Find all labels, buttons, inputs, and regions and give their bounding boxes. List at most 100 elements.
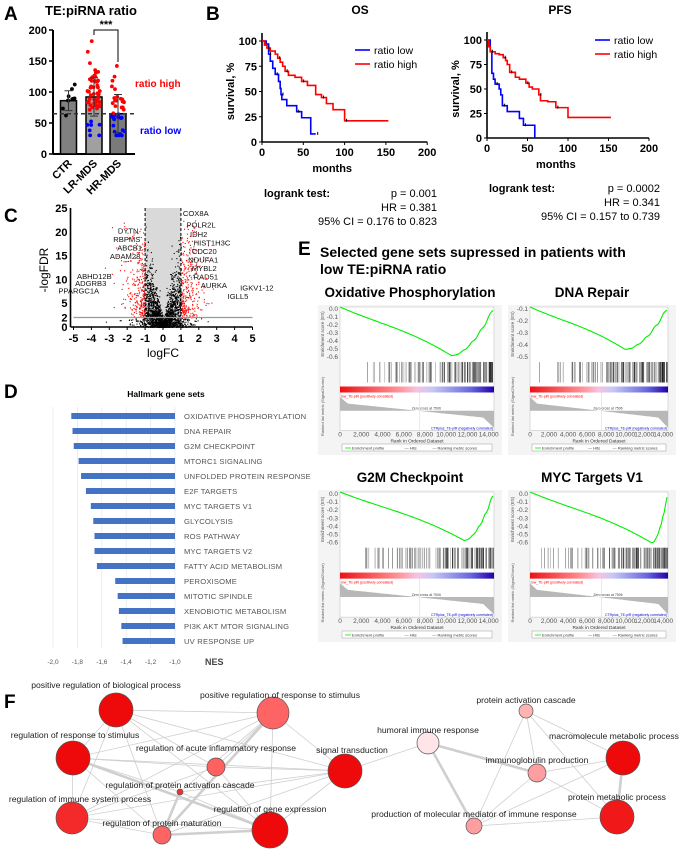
gene-point <box>175 307 178 309</box>
gsea-title: Oxidative Phosphorylation <box>324 285 495 300</box>
panel-label-c: C <box>4 206 18 227</box>
gene-point <box>190 284 193 286</box>
gene-point <box>136 305 138 307</box>
gene-point <box>175 321 177 323</box>
gene-point <box>145 312 147 314</box>
gene-point <box>150 267 152 269</box>
gene-point <box>199 258 201 260</box>
gene-point <box>127 294 129 296</box>
gene-point <box>149 267 151 269</box>
gene-point <box>153 313 155 315</box>
gene-point <box>151 267 153 269</box>
gene-point <box>185 267 187 269</box>
gene-point <box>188 270 190 272</box>
es-tick-label: -0.1 <box>327 314 339 321</box>
gene-point <box>184 281 186 283</box>
gene-point <box>157 305 159 307</box>
panel-c-volcano-plot: -5 -4 -3 -2 -1 0 1 2 3 4 502510152025logFC-logFDRC… <box>37 203 274 360</box>
gene-point <box>173 312 175 314</box>
gene-point <box>172 287 174 289</box>
gene-point <box>203 287 205 289</box>
gene-point <box>149 267 151 269</box>
es-tick-label: -0.3 <box>327 330 339 337</box>
gene-point <box>153 306 155 308</box>
gene-point <box>179 291 181 293</box>
gene-point <box>151 277 153 279</box>
gene-point <box>137 287 139 289</box>
gene-point <box>153 322 155 324</box>
gene-point <box>184 308 186 310</box>
gene-point <box>136 307 138 309</box>
data-point <box>88 133 93 138</box>
gene-point <box>160 325 162 327</box>
gene-point <box>147 319 149 322</box>
gene-point <box>152 321 154 323</box>
gene-point <box>129 298 131 300</box>
y-tick-label: 5 <box>61 298 67 310</box>
gene-point <box>129 300 131 303</box>
gene-point <box>180 312 182 314</box>
gene-point <box>141 269 143 271</box>
gene-point <box>176 301 178 303</box>
gene-point <box>153 304 155 306</box>
survival-curve-high <box>487 39 611 119</box>
y-tick-label: 50 <box>470 84 482 96</box>
gene-point <box>136 277 138 279</box>
data-point <box>97 89 102 93</box>
legend-label: — Hits <box>405 633 417 638</box>
gene-point <box>121 303 123 305</box>
panel-label-f: F <box>4 692 16 713</box>
gene-point <box>170 305 172 307</box>
gene-point <box>141 279 143 281</box>
rank-tick-label: 10,000 <box>615 432 635 439</box>
gene-point <box>146 294 148 297</box>
gene-point <box>170 303 172 305</box>
gene-point <box>185 306 187 308</box>
gene-point <box>166 323 168 325</box>
network-node-label: macromolecule metabolic process <box>549 731 679 741</box>
gene-point <box>175 297 177 299</box>
gene-point <box>174 310 176 312</box>
gene-point <box>141 289 143 291</box>
network-node-label: regulation of gene expression <box>214 804 327 814</box>
gene-point <box>163 322 165 324</box>
gene-point <box>185 313 187 315</box>
gene-point <box>187 321 189 323</box>
gene-point <box>156 302 158 304</box>
gene-point <box>176 321 178 323</box>
gene-point <box>143 295 145 297</box>
gene-point <box>149 271 151 273</box>
y-tick-label: 100 <box>29 87 47 99</box>
rank-tick-label: 4,000 <box>374 618 391 625</box>
gene-point <box>178 279 180 281</box>
gene-point <box>193 274 195 277</box>
network-edge <box>115 709 271 831</box>
gene-point <box>179 285 181 287</box>
es-axis-label: Enrichment score (ES) <box>320 311 325 357</box>
es-tick-label: -0.1 <box>517 499 529 506</box>
gene-point <box>174 315 176 317</box>
gene-point <box>190 265 192 267</box>
gene-point <box>172 285 174 287</box>
gene-point <box>134 308 136 311</box>
gene-point <box>134 293 136 295</box>
gene-point <box>142 302 145 304</box>
gene-point <box>146 289 148 291</box>
network-node <box>518 703 534 719</box>
nes-bar <box>90 503 175 509</box>
gene-point <box>181 305 183 307</box>
gene-point <box>189 235 191 237</box>
gene-point <box>142 286 145 288</box>
gene-point <box>176 308 178 310</box>
ranking-metric-area <box>340 397 494 428</box>
gene-point <box>133 307 135 309</box>
gene-point <box>169 313 171 315</box>
gene-point <box>176 296 178 298</box>
data-point <box>85 122 90 127</box>
gene-point <box>168 311 170 313</box>
gene-point <box>141 299 143 301</box>
gene-point <box>182 299 184 301</box>
gene-point <box>203 299 205 301</box>
gene-point <box>179 243 181 246</box>
gene-point <box>151 319 153 321</box>
